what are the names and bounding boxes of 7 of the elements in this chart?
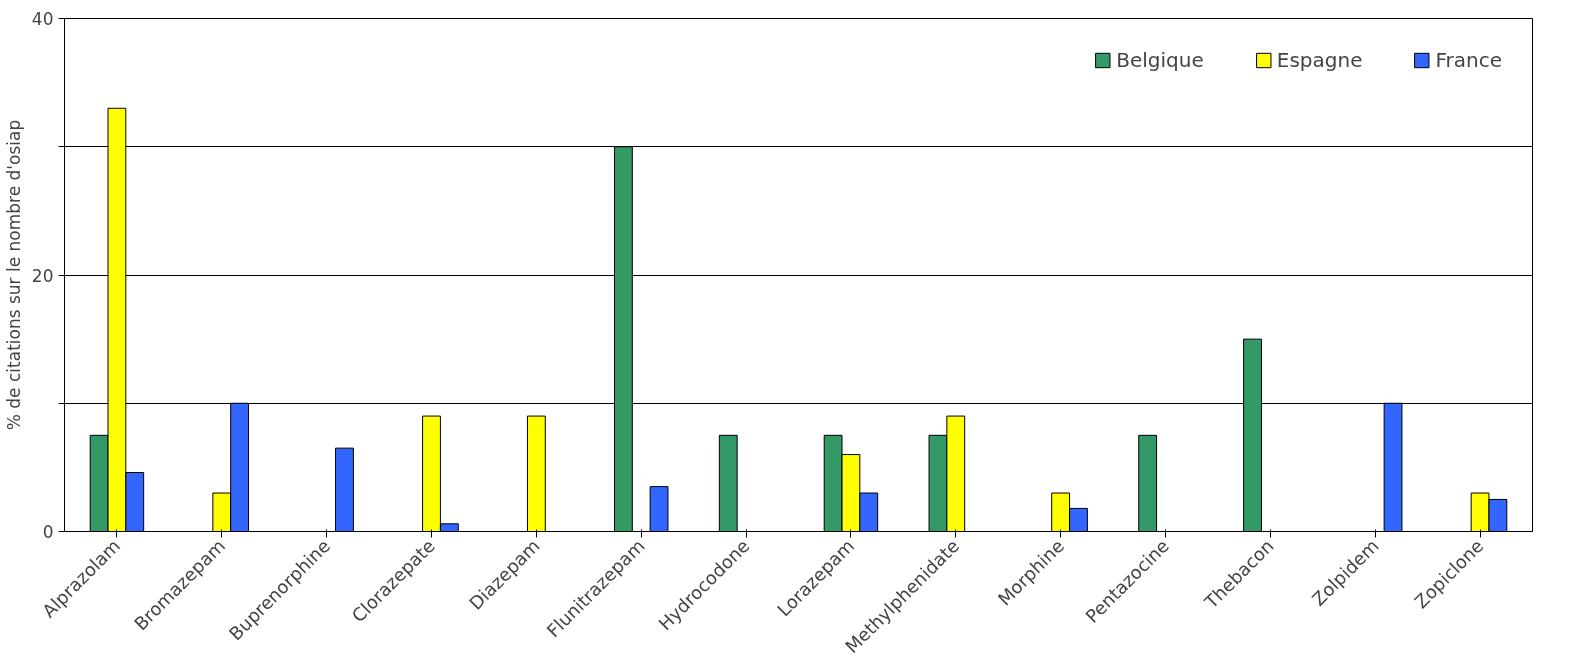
y-tick-label: 40 <box>31 9 54 29</box>
legend-label: France <box>1435 48 1502 72</box>
y-axis-title: % de citations sur le nombre d'osiap <box>3 119 24 431</box>
legend-label: Espagne <box>1276 48 1363 72</box>
y-tick-label: 20 <box>31 265 54 286</box>
y-tick-label: 0 <box>42 522 54 542</box>
legend-label: Belgique <box>1116 48 1204 72</box>
